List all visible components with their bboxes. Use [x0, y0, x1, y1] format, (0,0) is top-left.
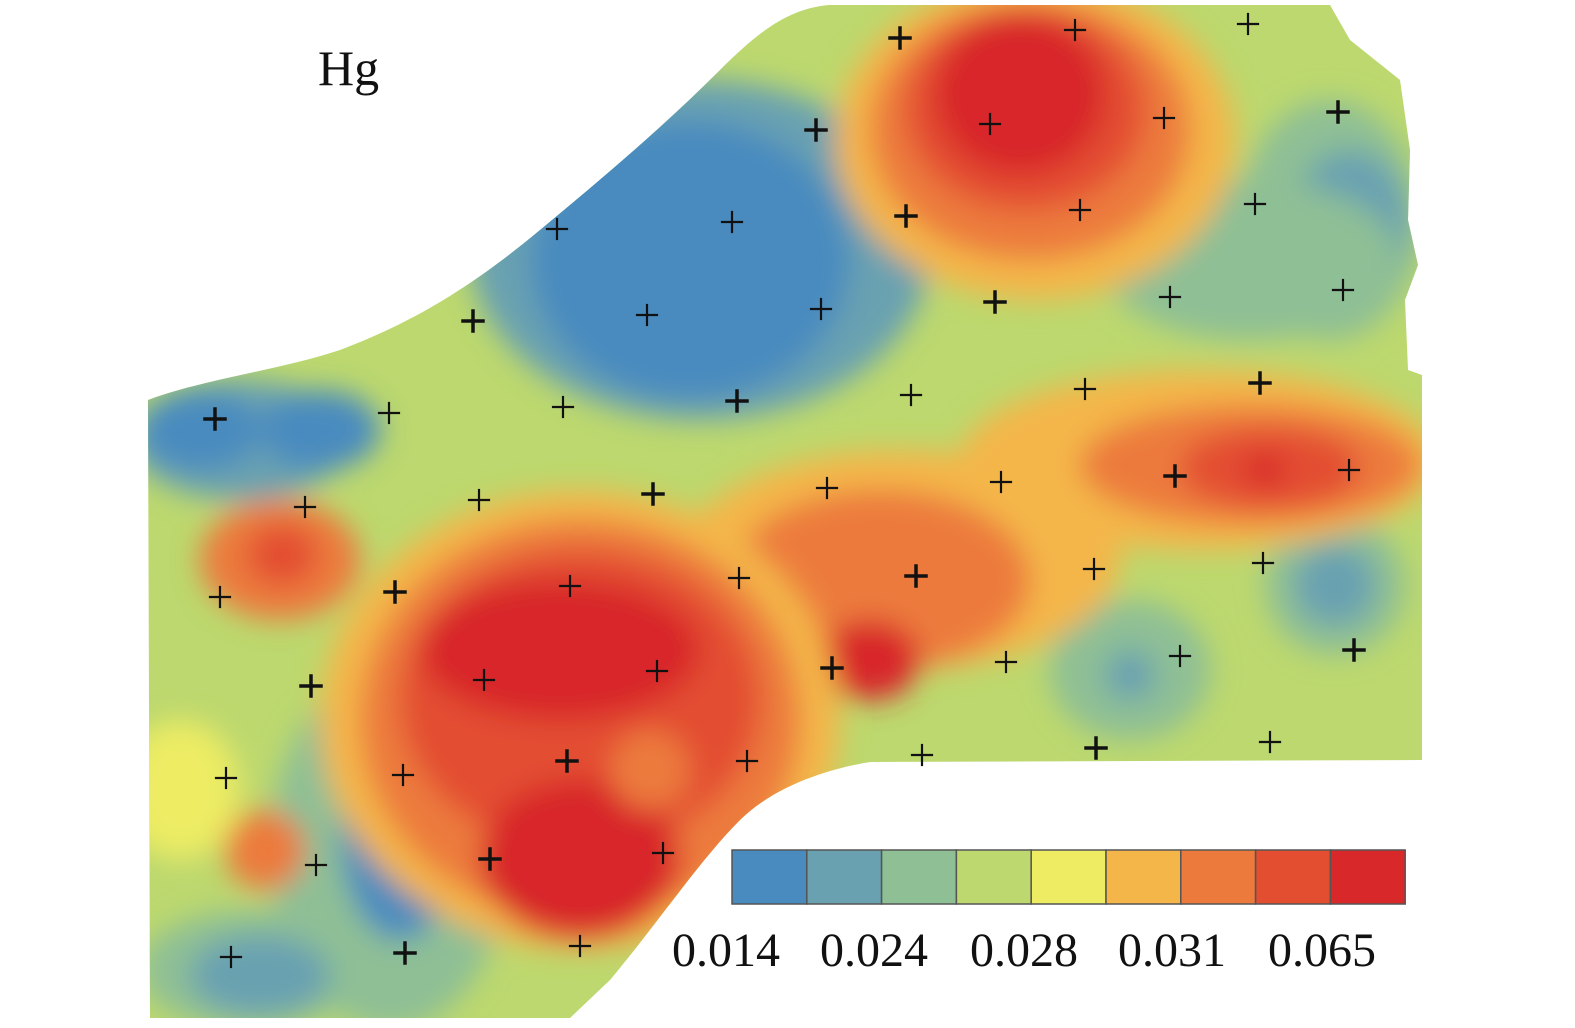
sample-point-cross-icon [461, 309, 485, 333]
legend-label-4: 0.065 [1268, 924, 1376, 977]
sample-point-cross-icon [904, 564, 928, 588]
sample-point-cross-icon [725, 389, 749, 413]
sample-point-cross-icon [1337, 458, 1361, 482]
sample-point-cross-icon [894, 204, 918, 228]
sample-point-cross-icon [820, 656, 844, 680]
sample-point-cross-icon [1168, 644, 1192, 668]
legend-label-1: 0.024 [820, 924, 928, 977]
sample-point-cross-icon [809, 297, 833, 321]
legend-label-3: 0.031 [1118, 924, 1226, 977]
legend-swatch-0 [731, 849, 808, 905]
sample-point-cross-icon [910, 743, 934, 767]
sample-point-cross-icon [1331, 278, 1355, 302]
sample-point-cross-icon [467, 488, 491, 512]
sample-point-cross-icon [1084, 736, 1108, 760]
element-label: Hg [318, 40, 379, 96]
sample-point-cross-icon [978, 112, 1002, 136]
sample-point-cross-icon [645, 659, 669, 683]
sample-point-cross-icon [735, 749, 759, 773]
sample-point-cross-icon [568, 934, 592, 958]
sample-point-cross-icon [815, 476, 839, 500]
sample-point-cross-icon [1152, 106, 1176, 130]
sample-point-cross-icon [1158, 285, 1182, 309]
sample-point-cross-icon [208, 585, 232, 609]
legend-swatch-5 [1105, 849, 1182, 905]
sample-point-cross-icon [545, 217, 569, 241]
sample-point-cross-icon [983, 290, 1007, 314]
legend-swatch-2 [880, 849, 958, 905]
legend-swatch-6 [1180, 849, 1257, 905]
sample-point-cross-icon [377, 401, 401, 425]
legend-swatch-1 [806, 849, 883, 905]
sample-points [203, 12, 1366, 969]
sample-point-cross-icon [635, 303, 659, 327]
sample-point-cross-icon [299, 674, 323, 698]
legend-swatch-4 [1030, 849, 1107, 905]
sample-point-cross-icon [393, 941, 417, 965]
sample-point-cross-icon [478, 847, 502, 871]
sample-point-cross-icon [219, 945, 243, 969]
legend: 0.014 0.024 0.028 0.031 0.065 [672, 849, 1406, 977]
legend-swatch-3 [955, 849, 1032, 905]
interpolated-surface [148, 5, 1422, 1018]
sample-point-cross-icon [1082, 557, 1106, 581]
sample-point-cross-icon [994, 650, 1018, 674]
sample-point-cross-icon [555, 749, 579, 773]
legend-swatch-7 [1254, 849, 1332, 905]
sample-point-cross-icon [641, 482, 665, 506]
sample-point-cross-icon [899, 383, 923, 407]
sample-point-cross-icon [1236, 12, 1260, 36]
sample-point-cross-icon [214, 766, 238, 790]
sample-point-cross-icon [989, 470, 1013, 494]
legend-swatch-8 [1329, 849, 1406, 905]
sample-point-cross-icon [304, 853, 328, 877]
sample-point-cross-icon [391, 763, 415, 787]
legend-swatches [731, 849, 1406, 905]
sample-point-cross-icon [1163, 464, 1187, 488]
sample-point-cross-icon [472, 668, 496, 692]
sample-point-cross-icon [1068, 198, 1092, 222]
sample-point-cross-icon [383, 580, 407, 604]
sample-point-cross-icon [1342, 638, 1366, 662]
sample-point-cross-icon [888, 26, 912, 50]
sample-point-cross-icon [293, 495, 317, 519]
sample-point-cross-icon [1243, 192, 1267, 216]
sample-point-cross-icon [1248, 371, 1272, 395]
sample-point-cross-icon [1073, 377, 1097, 401]
sample-point-cross-icon [804, 118, 828, 142]
sample-point-cross-icon [1326, 100, 1350, 124]
sample-point-cross-icon [558, 574, 582, 598]
sample-point-cross-icon [720, 210, 744, 234]
sample-point-cross-icon [651, 841, 675, 865]
sample-point-cross-icon [203, 407, 227, 431]
sample-point-cross-icon [1251, 551, 1275, 575]
sample-point-cross-icon [1063, 18, 1087, 42]
sample-point-cross-icon [727, 566, 751, 590]
legend-label-0: 0.014 [672, 924, 780, 977]
sample-point-cross-icon [551, 395, 575, 419]
sample-point-cross-icon [1258, 730, 1282, 754]
legend-label-2: 0.028 [970, 924, 1078, 977]
